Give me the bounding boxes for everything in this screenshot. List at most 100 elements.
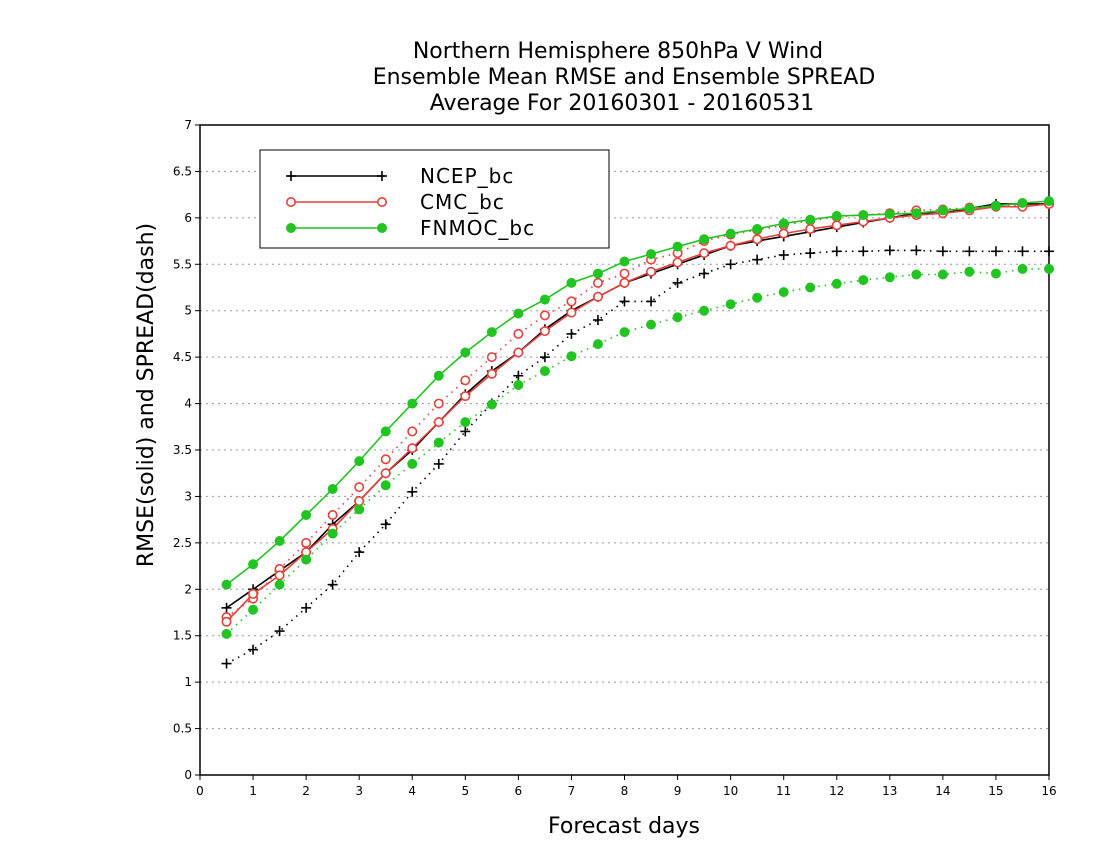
fnmoc-bc-rmse-point [221, 579, 232, 590]
fnmoc-bc-spread-point [513, 380, 524, 390]
fnmoc-bc-spread-point [884, 272, 895, 283]
cmc-bc-spread-point [407, 426, 418, 437]
cmc-bc-rmse-point [354, 496, 365, 507]
fnmoc-bc-rmse-point [911, 208, 922, 219]
cmc-bc-rmse-point [407, 443, 418, 454]
fnmoc-bc-rmse-point [831, 211, 842, 221]
fnmoc-bc-spread-point [539, 366, 550, 377]
cmc-bc-rmse-point [619, 277, 630, 288]
fnmoc-bc-spread-point [858, 275, 869, 286]
fnmoc-bc-rmse-series [221, 196, 1054, 590]
x-tick-label: 12 [829, 784, 844, 798]
fnmoc-bc-rmse-point [248, 559, 259, 570]
cmc-bc-rmse-point [221, 616, 232, 627]
fnmoc-bc-rmse-point [274, 536, 285, 546]
fnmoc-bc-spread-series [221, 263, 1054, 639]
cmc-bc-rmse-series [221, 198, 1055, 627]
legend-box [259, 149, 610, 249]
fnmoc-bc-rmse-point [884, 209, 895, 220]
ncep-bc-spread-point [248, 644, 259, 655]
ncep-bc-rmse-series [221, 198, 1054, 613]
title-line-1: Northern Hemisphere 850hPa V Wind [413, 39, 823, 64]
cmc-bc-spread-point [619, 268, 630, 279]
y-tick-label: 6.5 [173, 164, 192, 178]
legend-marker-cmc-bc [285, 197, 296, 208]
ncep-bc-spread-point [354, 547, 365, 558]
fnmoc-bc-rmse-point [1044, 196, 1054, 207]
x-tick-label: 13 [882, 784, 897, 798]
legend-entry-fnmoc-bc: FNMOC_bc [286, 216, 534, 240]
legend-marker-ncep-bc [286, 171, 296, 181]
ncep-bc-spread-point [566, 328, 577, 339]
x-tick-label: 6 [515, 784, 523, 798]
fnmoc-bc-rmse-point [805, 214, 816, 225]
cmc-bc-rmse-point [699, 248, 710, 259]
legend-marker-cmc-bc [376, 197, 387, 208]
fnmoc-bc-rmse-point [380, 426, 391, 437]
fnmoc-bc-spread-point [1017, 263, 1028, 274]
ncep-bc-spread-line [226, 249, 1049, 665]
y-tick-label: 4 [184, 397, 192, 411]
fnmoc-bc-rmse-point [486, 327, 497, 338]
fnmoc-bc-spread-line [225, 268, 1049, 635]
y-tick-label: 7 [184, 118, 192, 132]
fnmoc-bc-rmse-point [327, 484, 338, 494]
cmc-bc-rmse-line [225, 203, 1050, 623]
fnmoc-bc-rmse-line [226, 200, 1050, 586]
fnmoc-bc-rmse-point [460, 347, 471, 358]
ncep-bc-spread-point [911, 245, 922, 256]
fnmoc-bc-rmse-point [646, 249, 657, 260]
title-line-2: Ensemble Mean RMSE and Ensemble SPREAD [373, 65, 876, 90]
y-tick-label: 5 [184, 304, 192, 318]
x-axis-label: Forecast days [548, 814, 700, 839]
legend-marker-fnmoc-bc [286, 223, 296, 233]
ncep-bc-spread-point [407, 486, 418, 497]
fnmoc-bc-rmse-point [513, 308, 524, 319]
y-tick-label: 2.5 [173, 536, 192, 550]
cmc-bc-rmse-point [513, 347, 524, 358]
cmc-bc-rmse-point [248, 588, 259, 599]
ncep-bc-spread-point [327, 579, 338, 590]
ncep-bc-spread-point [752, 254, 763, 265]
cmc-bc-rmse-point [539, 326, 550, 337]
ncep-bc-spread-point [301, 602, 312, 613]
series [221, 196, 1055, 669]
y-tick-label: 0.5 [173, 722, 192, 736]
legend-label-cmc-bc: CMC_bc [420, 190, 505, 214]
ncep-bc-spread-point [990, 246, 1001, 257]
y-axis-ticks: 0 0.5 1 1.5 2 2.5 3 3.5 4 4.5 5 5.5 6 6.5 7 [173, 118, 200, 782]
x-tick-label: 8 [621, 784, 629, 798]
fnmoc-bc-spread-point [460, 417, 471, 428]
cmc-bc-spread-point [566, 296, 577, 307]
fnmoc-bc-spread-point [805, 282, 816, 293]
x-tick-label: 5 [461, 784, 469, 798]
fnmoc-bc-rmse-point [964, 203, 975, 214]
cmc-bc-rmse-point [433, 417, 444, 428]
x-tick-label: 3 [355, 784, 363, 798]
ncep-bc-rmse-point [221, 602, 232, 613]
fnmoc-bc-spread-point [672, 312, 683, 323]
ncep-bc-spread-point [672, 277, 683, 288]
cmc-bc-spread-point [354, 482, 365, 493]
ncep-bc-spread-point [619, 296, 630, 307]
ncep-bc-spread-point [274, 626, 285, 637]
y-tick-label: 5.5 [173, 257, 192, 271]
ncep-bc-spread-series [221, 245, 1054, 669]
cmc-bc-spread-line [226, 203, 1050, 618]
ncep-bc-spread-point [858, 246, 869, 257]
cmc-bc-spread-point [301, 537, 312, 548]
ncep-bc-spread-point [937, 246, 948, 257]
y-tick-label: 4.5 [173, 350, 192, 364]
fnmoc-bc-rmse-point [858, 210, 869, 221]
cmc-bc-spread-point [486, 352, 497, 363]
y-tick-label: 3 [184, 489, 192, 503]
fnmoc-bc-spread-point [911, 269, 922, 280]
cmc-bc-rmse-point [566, 307, 577, 318]
y-tick-label: 0 [184, 768, 192, 782]
cmc-bc-rmse-point [592, 291, 603, 302]
ncep-bc-spread-point [221, 658, 232, 669]
fnmoc-bc-rmse-point [937, 205, 948, 216]
fnmoc-bc-rmse-point [407, 398, 418, 409]
